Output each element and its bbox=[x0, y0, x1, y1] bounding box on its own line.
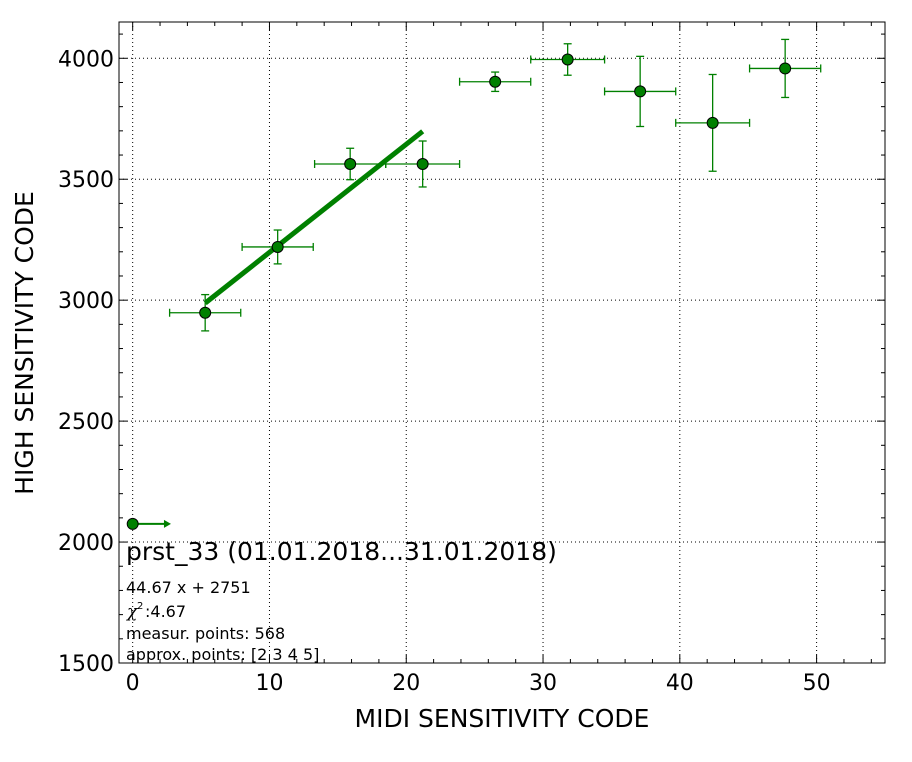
data-point bbox=[561, 53, 574, 66]
y-tick-label: 1500 bbox=[58, 652, 114, 677]
y-tick-label: 2000 bbox=[58, 531, 114, 556]
x-tick-label: 0 bbox=[126, 671, 140, 696]
annotation-fit-equation: 44.67 x + 2751 bbox=[126, 578, 251, 597]
annotation-chi-symbol: χ bbox=[126, 602, 139, 622]
y-tick-label: 2500 bbox=[58, 410, 114, 435]
axis-ticks bbox=[119, 22, 885, 664]
data-point bbox=[634, 85, 647, 98]
fit-line bbox=[203, 129, 425, 306]
arrow-point bbox=[126, 517, 139, 530]
data-point bbox=[706, 116, 719, 129]
data-point bbox=[344, 157, 357, 170]
data-point bbox=[489, 75, 502, 88]
x-tick-label: 50 bbox=[803, 671, 831, 696]
y-tick-label: 3000 bbox=[58, 289, 114, 314]
x-tick-label: 30 bbox=[529, 671, 557, 696]
data-marks bbox=[126, 38, 822, 530]
annotation-block: prst_33 (01.01.2018...31.01.2018) 44.67 … bbox=[126, 537, 557, 664]
data-point bbox=[199, 306, 212, 319]
annotation-measured-points: measur. points: 568 bbox=[126, 624, 285, 643]
x-tick-label: 10 bbox=[255, 671, 283, 696]
annotation-title: prst_33 (01.01.2018...31.01.2018) bbox=[126, 537, 557, 566]
data-point bbox=[779, 62, 792, 75]
annotation-approx-points: approx. points: [2 3 4 5] bbox=[126, 645, 319, 664]
y-tick-label: 4000 bbox=[58, 47, 114, 72]
x-axis-label: MIDI SENSITIVITY CODE bbox=[355, 704, 650, 733]
y-axis-label: HIGH SENSITIVITY CODE bbox=[10, 191, 39, 495]
data-point bbox=[271, 240, 284, 253]
y-tick-label: 3500 bbox=[58, 168, 114, 193]
x-tick-label: 40 bbox=[666, 671, 694, 696]
annotation-chi-exponent: 2 bbox=[137, 601, 143, 612]
data-point bbox=[416, 157, 429, 170]
grid-lines bbox=[119, 22, 885, 664]
tick-labels: 0 10 20 30 40 50 1500 2000 2500 3000 3500 4000 bbox=[58, 47, 831, 696]
plot-frame bbox=[118, 21, 886, 664]
annotation-chi-value: :4.67 bbox=[145, 602, 186, 621]
arrow-head bbox=[163, 519, 171, 528]
x-tick-label: 20 bbox=[392, 671, 420, 696]
